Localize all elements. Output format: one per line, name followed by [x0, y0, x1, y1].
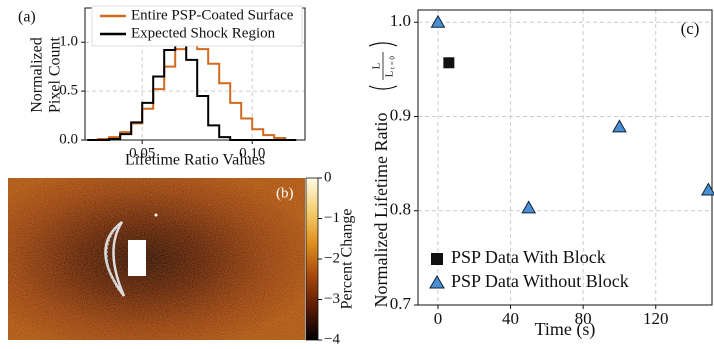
y-axis-label-group: Normalized Lifetime Ratio LLt = 0 — [369, 43, 397, 307]
data-point — [431, 16, 444, 27]
paren — [369, 86, 397, 89]
y-tick-label: 0.8 — [390, 200, 411, 219]
fraction-denominator: L — [384, 70, 396, 77]
y-axis-label: Normalized — [29, 37, 46, 113]
data-point — [443, 57, 454, 68]
legend-label: PSP Data With Block — [451, 247, 606, 267]
x-axis-label: Time (s) — [535, 319, 596, 340]
figure: 0.050.100.00.51.0Entire PSP-Coated Surfa… — [0, 0, 714, 349]
paren — [369, 43, 397, 46]
y-axis-label: Normalized Lifetime Ratio — [371, 113, 391, 308]
x-axis-label: Lifetime Ratio Values — [125, 152, 265, 169]
y-tick-label: 0.7 — [390, 294, 412, 313]
colorbar — [306, 178, 318, 340]
legend-swatch — [430, 276, 444, 288]
x-tick-label: 120 — [643, 309, 669, 328]
panel-label: (a) — [18, 9, 36, 26]
colorbar-tick-label: −4 — [324, 331, 340, 347]
y-tick-label: 0.9 — [390, 105, 411, 124]
y-axis-label: Pixel Count — [47, 36, 64, 113]
y-tick-label: 1.0 — [390, 11, 411, 30]
panel-label: (c) — [681, 19, 700, 38]
fraction-numerator: L — [371, 62, 383, 69]
x-tick-label: 0 — [434, 309, 443, 328]
legend-label: Expected Shock Region — [131, 25, 276, 41]
data-point — [613, 120, 626, 131]
colorbar-tick-label: −2 — [324, 250, 340, 266]
legend-swatch — [431, 253, 443, 265]
x-tick-label: 40 — [502, 309, 519, 328]
colorbar-label: Percent Change — [339, 209, 356, 310]
colorbar-tick-label: −3 — [324, 291, 340, 307]
legend-label: PSP Data Without Block — [451, 271, 629, 291]
y-tick-label: 0.0 — [59, 131, 78, 147]
colorbar-tick-label: 0 — [324, 169, 332, 185]
fraction-subscript: t = 0 — [389, 56, 397, 69]
data-point — [522, 201, 535, 213]
heatmap-image — [8, 178, 305, 340]
colorbar-tick-label: −1 — [324, 210, 340, 226]
panel-label: (b) — [276, 185, 294, 201]
legend-label: Entire PSP-Coated Surface — [131, 7, 294, 23]
